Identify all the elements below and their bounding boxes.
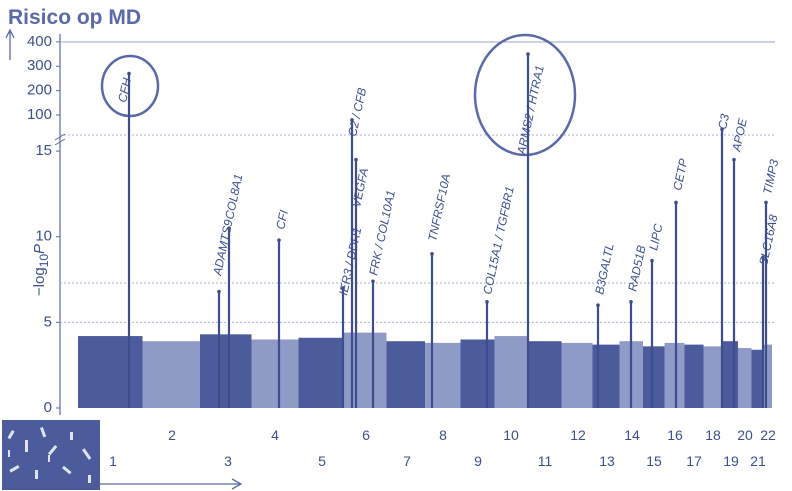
y-axis-label: −log10P <box>31 244 51 296</box>
chromosome-label: 5 <box>318 453 326 469</box>
hit-top <box>354 158 358 162</box>
hit-top <box>430 252 434 256</box>
hit-top <box>127 72 131 76</box>
gene-label: COL15A1 / TGFBR1 <box>480 185 517 296</box>
chromosome-band <box>387 341 426 408</box>
chromosome-label: 21 <box>750 453 766 469</box>
y-tick-label: 15 <box>35 142 52 159</box>
chromosome-label: 1 <box>109 453 117 469</box>
hit-top <box>227 226 231 230</box>
chromosome-label: 18 <box>705 427 721 443</box>
y-tick-label: 0 <box>44 399 52 416</box>
hit-top <box>485 300 489 304</box>
y-label-var: P <box>31 244 48 254</box>
hit-top <box>674 201 678 205</box>
gene-label: CETP <box>670 157 690 191</box>
chart: Risico op MD −log10P 0510151002003004001… <box>0 0 792 491</box>
hit-top <box>371 279 375 283</box>
gene-label: C3 <box>715 112 732 130</box>
hit-top <box>526 52 530 56</box>
chromosome-label: 11 <box>538 453 553 469</box>
arrow-up <box>6 30 14 60</box>
chromosome-band <box>252 339 299 408</box>
gene-label: B3GALTL <box>592 242 616 296</box>
chart-title: Risico op MD <box>8 6 141 29</box>
chromosome-label: 6 <box>362 427 370 443</box>
chromosome-band <box>299 338 345 408</box>
chromosome-band <box>200 334 252 408</box>
gene-label: ARMS2 / HTRA1 <box>514 64 547 157</box>
chromosome-label: 22 <box>760 427 776 443</box>
chromosome-label: 15 <box>646 453 662 469</box>
hit-top <box>732 158 736 162</box>
chromosome-band <box>461 339 495 408</box>
chromosome-label: 16 <box>667 427 683 443</box>
chromosome-band <box>665 343 685 408</box>
gene-label: TNFRSF10A <box>425 173 453 243</box>
karyotype-image <box>2 420 100 490</box>
chromosome-band <box>738 348 752 408</box>
chromosome-band <box>562 343 593 408</box>
gene-label: FRK / COL10A1 <box>366 189 398 277</box>
chromosome-band <box>495 336 529 408</box>
hit-top <box>764 201 768 205</box>
chromosome-label: 14 <box>624 427 640 443</box>
chromosome-band <box>752 350 764 408</box>
hit-top <box>596 303 600 307</box>
chromosome-label: 10 <box>503 427 519 443</box>
chromosome-label: 8 <box>439 427 447 443</box>
gene-label: IER3 / DDR1 <box>336 226 364 297</box>
arrow-right <box>100 479 241 489</box>
chromosome-band <box>643 346 665 408</box>
chromosome-label: 19 <box>723 453 739 469</box>
y2-tick-label: 300 <box>27 57 52 74</box>
chromosome-band <box>685 345 704 408</box>
gene-label: CFI <box>273 208 291 230</box>
gene-label: SLC16A8 <box>756 213 780 266</box>
chromosome-label: 13 <box>599 453 615 469</box>
chromosome-label: 17 <box>686 453 702 469</box>
chromosome-label: 2 <box>168 427 176 443</box>
gene-label: LIPC <box>646 222 665 251</box>
y-label-sub: 10 <box>37 254 51 268</box>
gene-label: CFH <box>115 76 134 103</box>
gene-label: TIMP3 <box>760 158 781 196</box>
chromosome-band <box>528 341 562 408</box>
chromosome-label: 7 <box>403 453 411 469</box>
y-tick-label: 10 <box>35 228 52 245</box>
chromosome-label: 4 <box>271 427 279 443</box>
hit-top <box>650 259 654 263</box>
hit-top <box>217 290 221 294</box>
y-tick-label: 5 <box>44 313 52 330</box>
y-label-prefix: −log <box>31 267 48 296</box>
chromosome-band <box>143 341 201 408</box>
chromosome-label: 3 <box>224 453 232 469</box>
chromosome-band <box>425 343 461 408</box>
y2-tick-label: 100 <box>27 106 52 123</box>
chromosome-band <box>704 346 723 408</box>
chromosome-band <box>763 345 772 408</box>
gene-label: ADAMTS9 <box>210 218 236 278</box>
gene-label: APOE <box>729 116 750 153</box>
hit-top <box>629 300 633 304</box>
chromosome-label: 12 <box>570 427 586 443</box>
chromosome-label: 9 <box>474 453 482 469</box>
hit-top <box>277 238 281 242</box>
gene-label: RAD51B <box>625 244 648 293</box>
chromosome-band <box>344 333 387 408</box>
chromosome-band <box>593 345 620 408</box>
chromosome-band <box>78 336 143 408</box>
gene-label: COL8A1 <box>222 173 245 221</box>
chromosome-label: 20 <box>737 427 753 443</box>
y2-tick-label: 200 <box>27 82 52 99</box>
gene-label: C2 / CFB <box>345 86 369 137</box>
chromosome-band <box>722 341 738 408</box>
y2-tick-label: 400 <box>27 33 52 50</box>
